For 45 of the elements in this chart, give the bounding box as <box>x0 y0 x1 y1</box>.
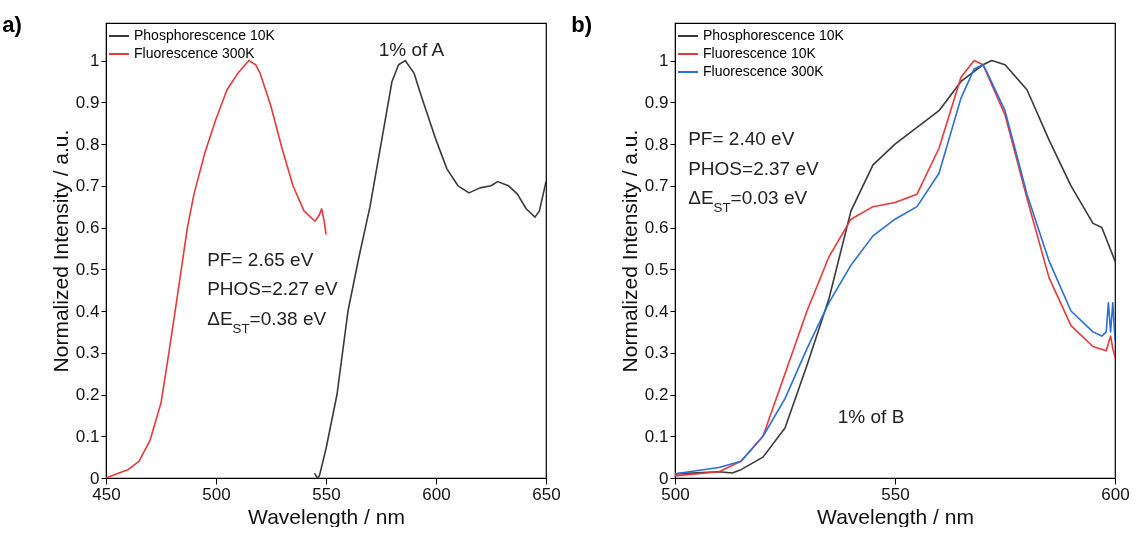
legend-label: Phosphorescence 10K <box>703 27 845 43</box>
annotation: PF= 2.65 eV <box>207 248 314 270</box>
x-tick-label: 550 <box>881 484 910 504</box>
annotation: ΔE$_{ST}$=0.03 eV <box>688 187 808 215</box>
legend-label: Fluorescence 300K <box>134 45 256 61</box>
y-tick-label: 0.4 <box>644 301 669 321</box>
x-axis-title: Wavelength / nm <box>248 504 405 528</box>
y-tick-label: 0.6 <box>75 218 100 238</box>
y-tick-label: 0.9 <box>644 92 669 112</box>
y-tick-label: 0.9 <box>75 92 100 112</box>
x-tick-label: 550 <box>312 484 341 504</box>
y-tick-label: 0.2 <box>75 385 100 405</box>
chart-title: b) <box>571 12 593 37</box>
y-tick-label: 0.8 <box>75 134 100 154</box>
x-tick-label: 600 <box>422 484 451 504</box>
y-tick-label: 0.1 <box>644 426 669 446</box>
y-tick-label: 0.5 <box>75 259 100 279</box>
y-tick-label: 1 <box>90 51 100 71</box>
y-axis-title: Normalized Intensity / a.u. <box>617 129 641 373</box>
y-tick-label: 0.2 <box>644 385 669 405</box>
x-axis-title: Wavelength / nm <box>817 504 974 528</box>
y-tick-label: 0.6 <box>644 218 669 238</box>
x-tick-label: 650 <box>532 484 561 504</box>
annotation: ΔE$_{ST}$=0.38 eV <box>207 307 327 336</box>
annotation: PF= 2.40 eV <box>688 128 795 150</box>
legend-label: Fluorescence 300K <box>703 63 825 79</box>
annotation: PHOS=2.27 eV <box>207 278 338 300</box>
y-tick-label: 0.5 <box>644 259 669 279</box>
x-tick-label: 500 <box>202 484 231 504</box>
y-tick-label: 0.1 <box>75 426 100 446</box>
y-tick-label: 0.8 <box>644 134 669 154</box>
chart-title: a) <box>2 12 22 37</box>
y-tick-label: 0.4 <box>75 301 100 321</box>
legend-label: Phosphorescence 10K <box>134 27 276 43</box>
y-tick-label: 0.7 <box>644 176 669 196</box>
y-tick-label: 0.3 <box>644 343 669 363</box>
y-axis-title: Normalized Intensity / a.u. <box>48 129 72 373</box>
legend-label: Fluorescence 10K <box>703 45 817 61</box>
annotation: 1% of B <box>837 405 905 427</box>
annotation: PHOS=2.37 eV <box>688 157 819 179</box>
y-tick-label: 1 <box>659 51 669 71</box>
annotation: 1% of A <box>378 39 445 61</box>
y-tick-label: 0.7 <box>75 176 100 196</box>
x-tick-label: 600 <box>1101 484 1130 504</box>
y-tick-label: 0.3 <box>75 343 100 363</box>
